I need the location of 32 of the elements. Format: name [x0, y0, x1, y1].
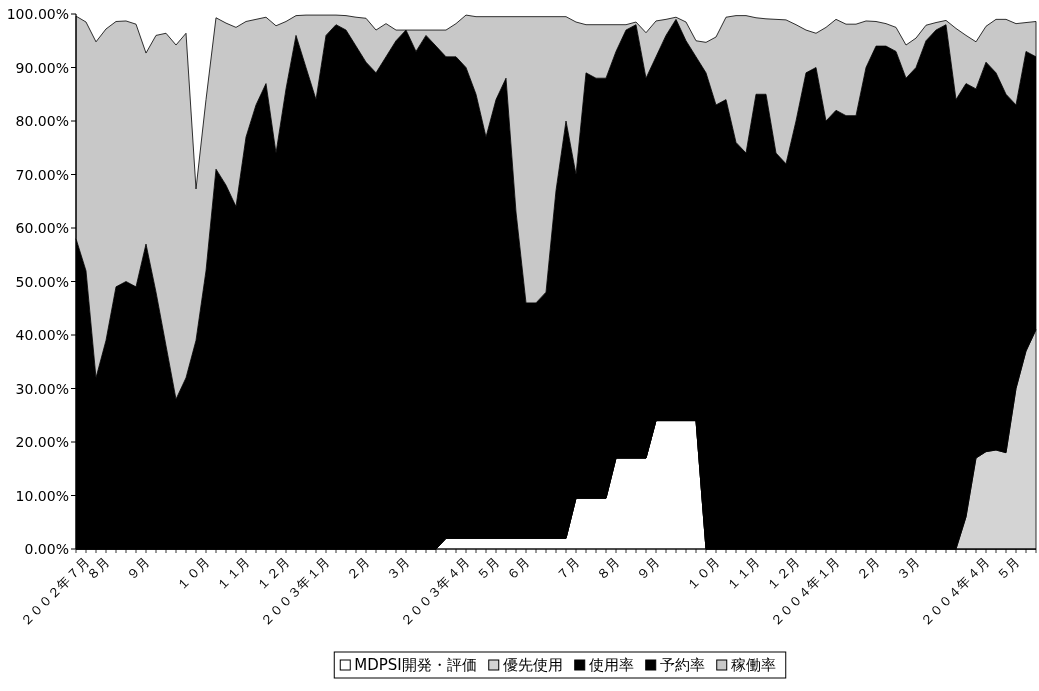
y-tick-label: 90.00%	[15, 59, 69, 76]
y-tick-label: 10.00%	[15, 487, 69, 504]
y-tick-label: 80.00%	[15, 113, 69, 129]
x-tick-label: １１月	[723, 554, 763, 593]
x-tick-label: ２月	[853, 554, 883, 584]
legend-label: MDPSI開発・評価	[354, 656, 477, 674]
legend-label: 予約率	[659, 656, 705, 674]
x-tick-label: ３月	[893, 554, 923, 584]
legend-label: 優先使用	[502, 656, 563, 674]
x-tick-label: ２月	[343, 554, 373, 584]
x-tick-label: ９月	[633, 554, 663, 584]
x-tick-label: ９月	[123, 554, 153, 584]
y-tick-label: 40.00%	[15, 327, 69, 343]
y-tick-label: 60.00%	[15, 220, 69, 236]
x-tick-label: １１月	[213, 554, 253, 593]
x-tick-label: ６月	[503, 554, 533, 584]
x-tick-label: １２月	[763, 554, 803, 593]
x-tick-label: ３月	[383, 554, 413, 584]
x-tick-label: １０月	[173, 554, 213, 593]
y-tick-label: 70.00%	[15, 166, 69, 183]
legend-label: 稼働率	[730, 656, 776, 674]
x-tick-label: ５月	[993, 554, 1023, 584]
x-tick-label: ８月	[593, 554, 623, 584]
x-tick-label: ５月	[473, 554, 503, 584]
y-tick-label: 30.00%	[15, 380, 69, 397]
y-tick-label: 50.00%	[15, 273, 69, 290]
x-tick-label: １０月	[683, 554, 723, 593]
x-tick-label: ７月	[553, 554, 583, 584]
y-tick-label: 20.00%	[15, 434, 69, 450]
legend-label: 使用率	[588, 656, 634, 674]
y-tick-label: 100.00%	[6, 6, 69, 22]
y-tick-label: 0.00%	[24, 541, 69, 557]
